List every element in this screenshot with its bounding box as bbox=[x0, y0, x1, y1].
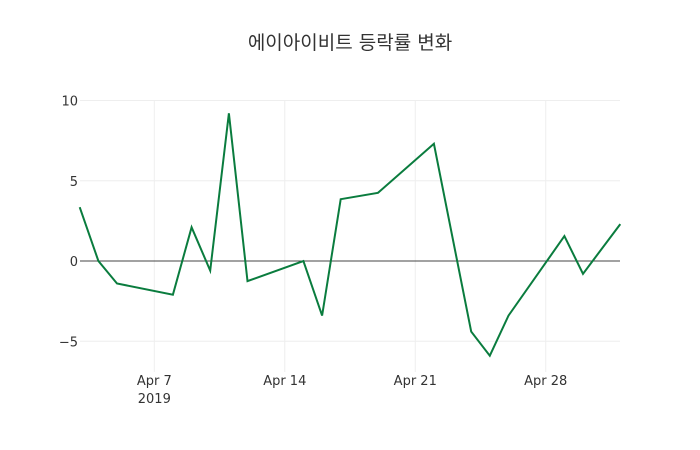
series-line bbox=[78, 113, 622, 358]
x-tick-label: Apr 7 bbox=[137, 374, 172, 389]
y-tick-label: 10 bbox=[61, 95, 78, 110]
x-tick-label: Apr 14 bbox=[263, 374, 306, 389]
chart-title: 에이아이비트 등락률 변화 bbox=[248, 32, 452, 54]
y-tick-label: 5 bbox=[70, 175, 78, 190]
x-axis-ticks: Apr 7 2019 Apr 14 Apr 21 Apr 28 bbox=[137, 374, 567, 407]
y-tick-label: 0 bbox=[70, 255, 78, 270]
x-tick-label: Apr 28 bbox=[524, 374, 567, 389]
x-tick-label: Apr 21 bbox=[394, 374, 437, 389]
grid-lines bbox=[80, 100, 620, 372]
x-tick-year-label: 2019 bbox=[138, 392, 171, 407]
y-tick-label: −5 bbox=[59, 335, 78, 350]
y-axis-ticks: 10 5 0 −5 bbox=[59, 95, 78, 351]
